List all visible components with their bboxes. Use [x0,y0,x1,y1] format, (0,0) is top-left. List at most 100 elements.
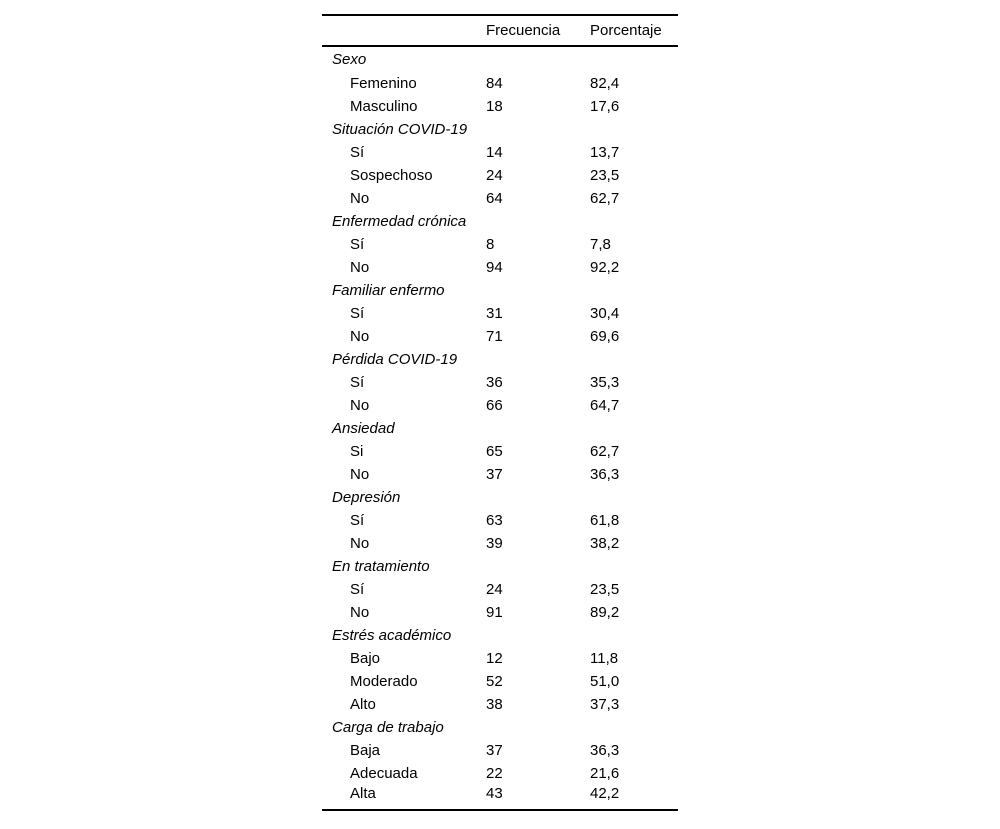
table-row: No 94 92,2 [322,256,678,279]
row-label: Alto [350,696,376,713]
section-header-row: Familiar enfermo [322,279,678,302]
cell-frequency: 22 [486,765,503,782]
cell-percentage: 36,3 [590,466,620,483]
cell-frequency: 39 [486,535,503,552]
row-label: Sí [350,305,365,322]
cell-frequency: 31 [486,305,503,322]
section-header-row: En tratamiento [322,555,678,578]
cell-percentage: 30,4 [590,305,620,322]
table-header: Frecuencia Porcentaje [322,16,678,46]
cell-percentage: 35,3 [590,374,620,391]
cell-frequency: 36 [486,374,503,391]
section-label: Depresión [332,489,401,506]
section-label: En tratamiento [332,558,430,575]
row-label: Sí [350,581,365,598]
cell-frequency: 38 [486,696,503,713]
table-row: No 91 89,2 [322,601,678,624]
table-row: Sí 36 35,3 [322,371,678,394]
table-row: Sí 8 7,8 [322,233,678,256]
row-label: Moderado [350,673,418,690]
cell-frequency: 8 [486,236,495,253]
row-label: Baja [350,742,381,759]
row-label: No [350,535,370,552]
cell-frequency: 63 [486,512,503,529]
row-label: No [350,190,370,207]
table-row: Sí 31 30,4 [322,302,678,325]
table-row: Sí 24 23,5 [322,578,678,601]
row-label: No [350,397,370,414]
table-row: Sospechoso 24 23,5 [322,164,678,187]
row-label: Sí [350,236,365,253]
cell-percentage: 92,2 [590,259,620,276]
cell-percentage: 64,7 [590,397,620,414]
table-row: Masculino 18 17,6 [322,95,678,118]
section-label: Sexo [332,51,367,68]
table-row: Alto 38 37,3 [322,693,678,716]
cell-percentage: 36,3 [590,742,620,759]
cell-frequency: 12 [486,650,503,667]
row-label: No [350,604,370,621]
cell-percentage: 82,4 [590,75,620,92]
table-row: No 37 36,3 [322,463,678,486]
cell-frequency: 24 [486,167,503,184]
section-header-row: Depresión [322,486,678,509]
cell-percentage: 62,7 [590,190,620,207]
cell-frequency: 52 [486,673,503,690]
cell-frequency: 37 [486,466,503,483]
cell-percentage: 23,5 [590,581,620,598]
section-header-row: Situación COVID-19 [322,118,678,141]
cell-percentage: 13,7 [590,144,620,161]
row-label: Alta [350,785,376,802]
section-header-row: Pérdida COVID-19 [322,348,678,371]
row-label: Adecuada [350,765,418,782]
row-label: Sí [350,512,365,529]
cell-frequency: 43 [486,785,503,802]
section-label: Carga de trabajo [332,719,444,736]
table-row: Moderado 52 51,0 [322,670,678,693]
section-header-row: Estrés académico [322,624,678,647]
row-label: No [350,328,370,345]
table-row: Adecuada 22 21,6 [322,762,678,785]
column-header-porcentaje: Porcentaje [590,22,662,39]
row-label: Bajo [350,650,381,667]
table-row: No 64 62,7 [322,187,678,210]
cell-frequency: 18 [486,98,503,115]
cell-frequency: 84 [486,75,503,92]
row-label: Masculino [350,98,418,115]
row-label: Femenino [350,75,417,92]
section-header-row: Sexo [322,46,678,72]
cell-percentage: 11,8 [590,650,619,667]
cell-frequency: 91 [486,604,503,621]
table-row: Sí 14 13,7 [322,141,678,164]
cell-frequency: 24 [486,581,503,598]
row-label: No [350,466,370,483]
section-label: Enfermedad crónica [332,213,467,230]
cell-frequency: 66 [486,397,503,414]
cell-percentage: 37,3 [590,696,620,713]
cell-frequency: 71 [486,328,503,345]
table-row: Si 65 62,7 [322,440,678,463]
table-row: Alta 43 42,2 [322,785,678,809]
table-row: Sí 63 61,8 [322,509,678,532]
column-header-empty [322,16,486,46]
cell-frequency: 94 [486,259,503,276]
cell-frequency: 64 [486,190,503,207]
table-row: Baja 37 36,3 [322,739,678,762]
section-label: Estrés académico [332,627,452,644]
table-body: Sexo Femenino 84 82,4 Masculino 18 17,6 Situaci… [322,46,678,809]
section-header-row: Ansiedad [322,417,678,440]
section-label: Situación COVID-19 [332,121,468,138]
section-label: Ansiedad [332,420,395,437]
cell-percentage: 21,6 [590,765,620,782]
table-row: No 66 64,7 [322,394,678,417]
row-label: Sí [350,374,365,391]
cell-percentage: 51,0 [590,673,620,690]
table-row: Femenino 84 82,4 [322,72,678,95]
row-label: Si [350,443,364,460]
table-row: No 71 69,6 [322,325,678,348]
table-row: Bajo 12 11,8 [322,647,678,670]
section-header-row: Enfermedad crónica [322,210,678,233]
cell-percentage: 62,7 [590,443,620,460]
cell-percentage: 89,2 [590,604,620,621]
